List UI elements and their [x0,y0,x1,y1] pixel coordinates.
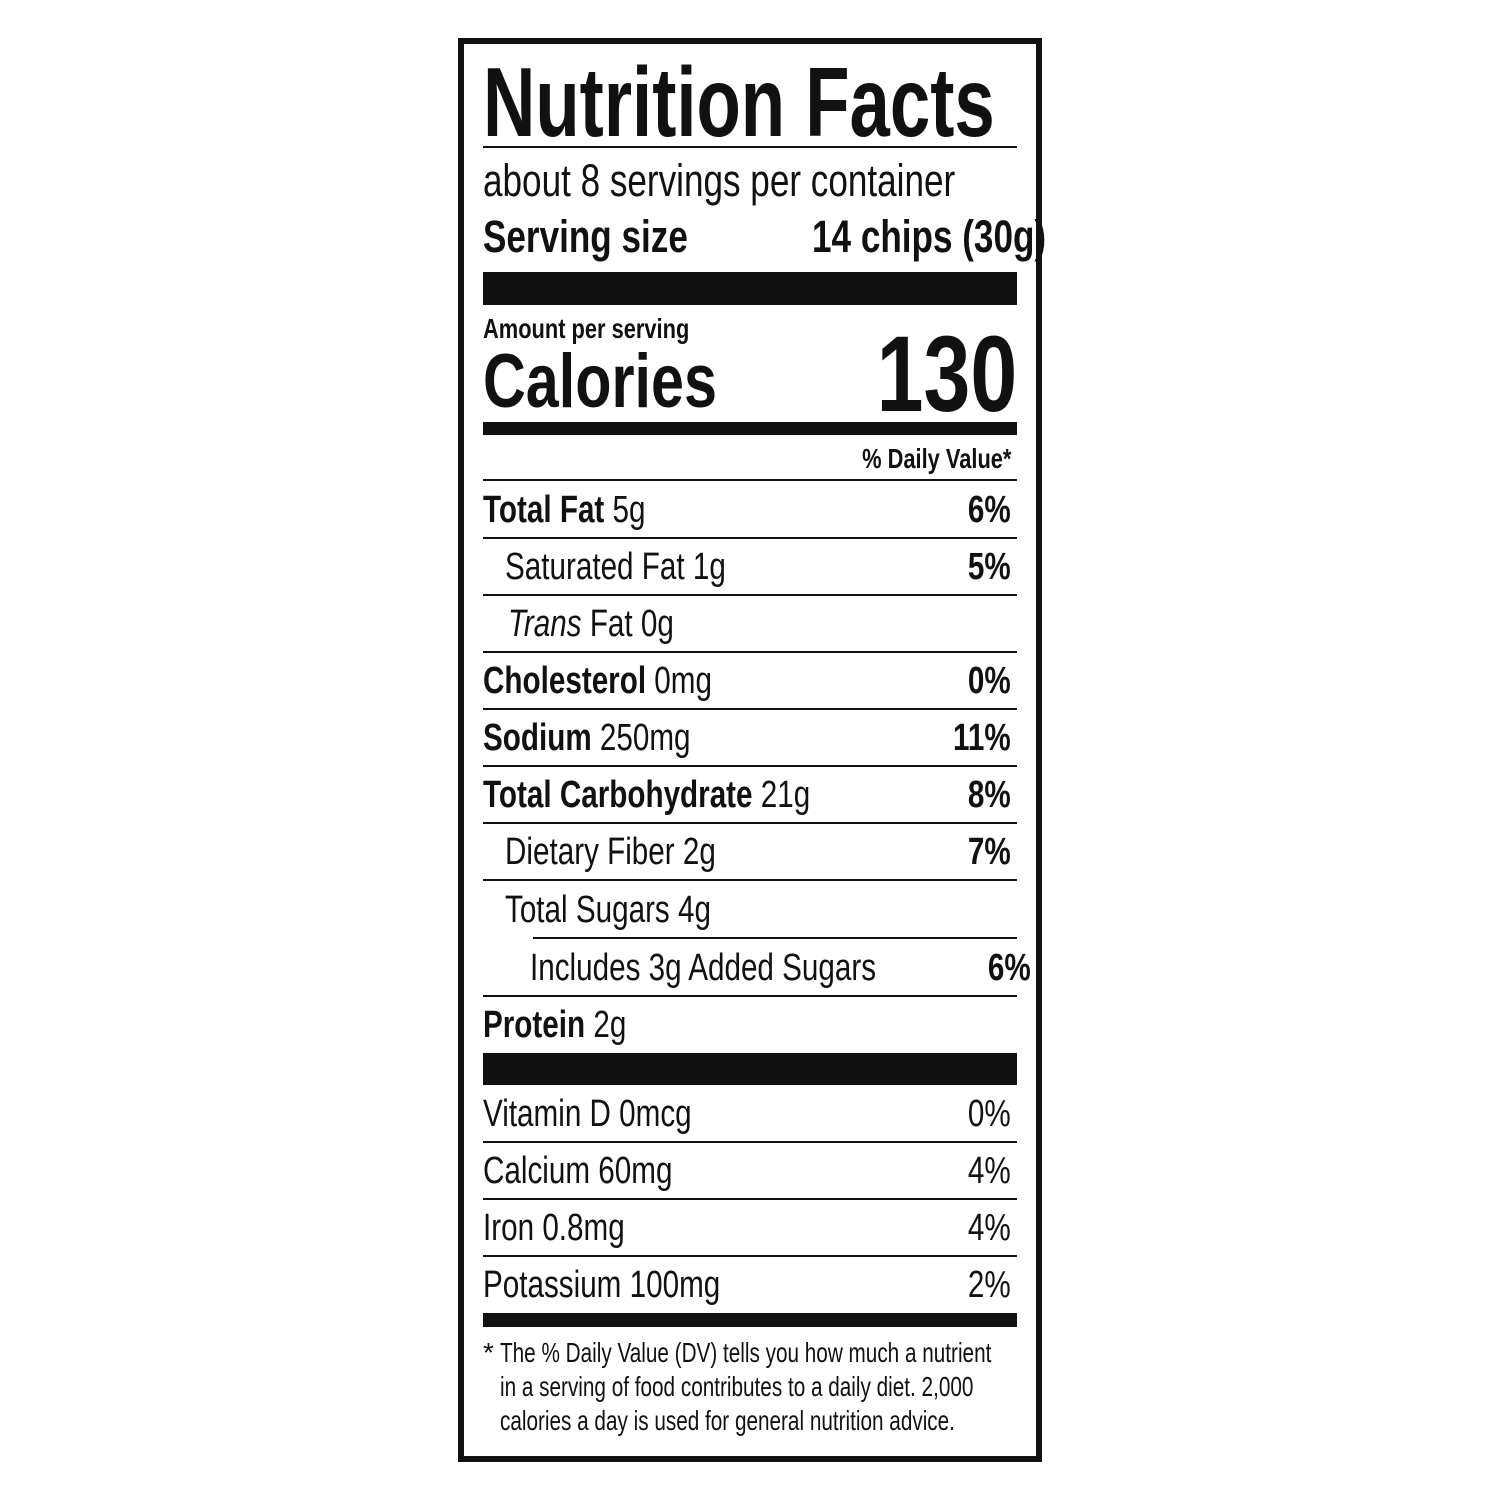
nutrient-row-total-sugars: Total Sugars 4g [483,882,1017,939]
row-divider [483,822,1017,824]
vitamin-name: Potassium [483,1264,622,1306]
nutrient-dv: 5% [967,546,1011,588]
nutrient-name: Trans [508,603,582,645]
nutrition-label-border [458,38,1042,1462]
nutrient-amount: 21g [760,774,811,816]
footnote: * The % Daily Value (DV) tells you how m… [483,1336,1017,1438]
nutrient-dv: 7% [967,831,1011,873]
row-divider [483,651,1017,653]
vitamin-amount: 100mg [629,1264,721,1306]
vitamin-amount: 60mg [598,1150,673,1192]
row-divider [483,879,1017,881]
nutrient-amount: 5g [612,489,646,531]
footnote-line: in a serving of food contributes to a da… [500,1371,974,1402]
row-divider [483,765,1017,767]
medium-divider [483,1313,1017,1327]
nutrient-dv: 6% [987,947,1031,989]
amount-per-serving: Amount per serving [483,312,747,346]
label-title: Nutrition Facts [483,52,1174,152]
vitamin-amount: 0.8mg [542,1207,625,1249]
nutrient-name: Saturated Fat [505,546,685,588]
nutrient-row-cholesterol: Cholesterol 0mg 0% [483,653,1017,710]
vitamin-row-vitamin-d: Vitamin D 0mcg 0% [483,1086,1017,1143]
daily-value-header-text: % Daily Value* [861,443,1011,474]
vitamin-dv: 2% [967,1264,1011,1306]
nutrient-name: Total Sugars [505,889,670,931]
nutrient-amount: 250mg [599,717,691,759]
nutrient-row-trans-fat: Trans Fat 0g [483,596,1017,653]
medium-divider [483,422,1017,435]
nutrient-row-protein: Protein 2g [483,997,1017,1054]
row-divider [483,1141,1017,1143]
serving-size-value: 14 chips (30g) [811,211,1046,262]
nutrient-row-added-sugars: Includes 3g Added Sugars 6% [483,940,1030,997]
footnote-line: calories a day is used for general nutri… [500,1405,955,1436]
nutrient-amount: 1g [692,546,726,588]
nutrient-name: Cholesterol [483,660,647,702]
nutrient-row-dietary-fiber: Dietary Fiber 2g 7% [483,824,1017,881]
thick-divider [483,272,1017,305]
nutrient-dv: 0% [967,660,1011,702]
vitamin-name: Iron [483,1207,535,1249]
calories-label: Calories [483,339,717,424]
nutrient-name: Dietary Fiber [505,831,675,873]
vitamin-dv: 4% [967,1150,1011,1192]
vitamin-dv: 0% [967,1093,1011,1135]
nutrient-name: Total Fat [483,489,605,531]
serving-size-row: Serving size 14 chips (30g) [483,211,1046,263]
row-divider [483,594,1017,596]
daily-value-header: % Daily Value* [483,442,1011,476]
vitamin-row-calcium: Calcium 60mg 4% [483,1143,1017,1200]
nutrient-name: Protein [483,1004,586,1046]
footnote-line: The % Daily Value (DV) tells you how muc… [500,1337,992,1368]
nutrient-row-total-fat: Total Fat 5g 6% [483,482,1017,539]
divider [483,146,1017,148]
nutrient-name: Includes 3g Added Sugars [530,947,877,989]
vitamin-name: Vitamin D [483,1093,611,1135]
title-text: Nutrition Facts [483,47,995,157]
vitamin-dv: 4% [967,1207,1011,1249]
amount-per-serving-text: Amount per serving [483,313,690,344]
row-divider [483,1198,1017,1200]
row-divider [483,995,1017,997]
row-divider [483,537,1017,539]
calories-value: 130 [876,313,1017,434]
nutrient-amount: 0mg [654,660,712,702]
nutrient-amount: 0g [640,603,674,645]
nutrient-row-saturated-fat: Saturated Fat 1g 5% [483,539,1017,596]
nutrient-dv: 8% [967,774,1011,816]
nutrient-dv: 6% [967,489,1011,531]
row-divider [533,937,1017,939]
nutrient-amount: 2g [682,831,716,873]
vitamin-name: Calcium [483,1150,591,1192]
vitamin-row-potassium: Potassium 100mg 2% [483,1257,1017,1314]
footnote-asterisk: * [483,1337,494,1368]
servings-text: about 8 servings per container [483,155,956,206]
nutrient-amount: 2g [593,1004,627,1046]
nutrient-amount: 4g [678,889,711,931]
nutrient-row-total-carbohydrate: Total Carbohydrate 21g 8% [483,767,1017,824]
vitamin-row-iron: Iron 0.8mg 4% [483,1200,1017,1257]
divider [483,479,1017,481]
nutrient-name: Total Carbohydrate [483,774,753,816]
thick-divider [483,1053,1017,1085]
calories-row: Calories 130 [483,320,1017,428]
nutrient-name: Sodium [483,717,592,759]
row-divider [483,708,1017,710]
vitamin-amount: 0mcg [619,1093,692,1135]
nutrient-name-rest: Fat [589,603,633,645]
serving-size-label: Serving size [483,211,688,262]
row-divider [483,1255,1017,1257]
servings-per-container: about 8 servings per container [483,155,1088,207]
nutrient-dv: 11% [953,717,1011,759]
nutrient-row-sodium: Sodium 250mg 11% [483,710,1017,767]
